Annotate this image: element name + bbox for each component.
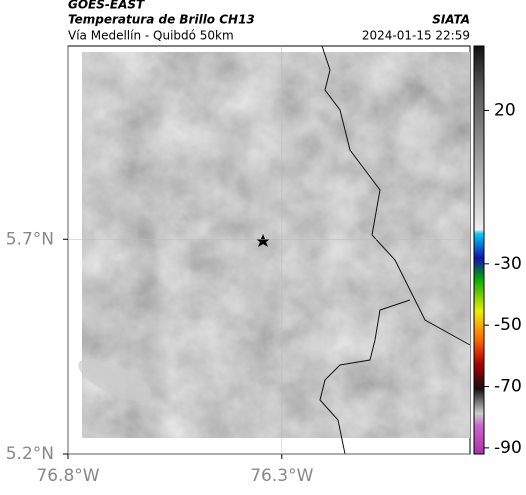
satellite-image [82,52,470,438]
colorbar-tick-label: -90 [494,438,522,458]
source: SIATA [432,13,470,27]
border [319,45,471,455]
timestamp: 2024-01-15 22:59 [362,29,470,43]
x-tick-label: 76.8°W [36,466,99,486]
colorbar-tick-label: 20 [494,100,516,120]
y-tick-label: 5.2°N [6,444,54,464]
region: Vía Medellín - Quibdó 50km [68,29,234,43]
x-tick-label: 76.3°W [250,466,313,486]
colorbar [473,45,485,455]
colorbar-tick-label: -50 [494,315,522,335]
cloud [78,358,152,402]
location-marker [256,234,270,247]
colorbar-tick-label: -30 [494,254,522,274]
colorbar-tick-label: -70 [494,377,522,397]
y-tick-label: 5.7°N [6,229,54,249]
title: GOES-EAST [68,0,145,12]
subtitle: Temperatura de Brillo CH13 [68,13,255,27]
